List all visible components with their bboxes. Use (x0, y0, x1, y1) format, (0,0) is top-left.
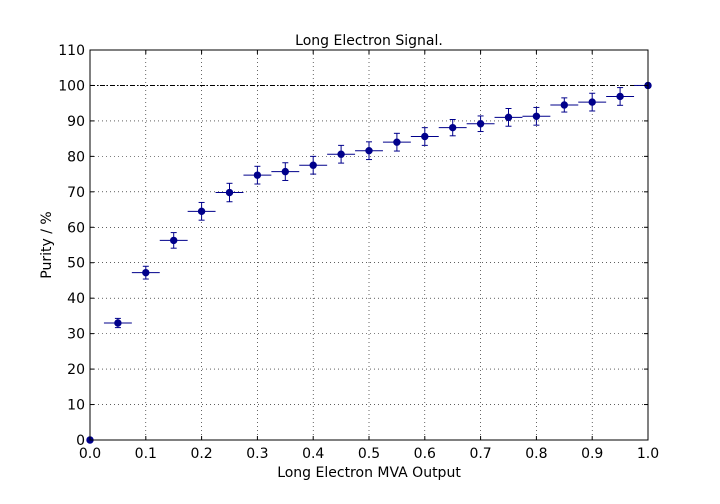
x-tick-label: 0.1 (135, 446, 157, 462)
data-marker (393, 138, 401, 146)
y-tick-label: 80 (67, 149, 85, 165)
data-marker (560, 101, 568, 109)
data-point (438, 118, 467, 137)
data-point (410, 127, 439, 146)
data-point (131, 265, 160, 280)
data-marker (225, 188, 234, 197)
data-point (550, 97, 579, 113)
y-tick-label: 40 (67, 291, 85, 307)
x-tick-label: 0.3 (246, 446, 268, 462)
data-point (159, 232, 188, 249)
data-point (355, 141, 383, 161)
data-point (466, 115, 495, 133)
data-points (86, 81, 652, 444)
data-point (243, 165, 272, 185)
data-marker (588, 98, 596, 106)
x-tick-label: 0.5 (358, 446, 380, 462)
data-point (606, 87, 635, 106)
data-point (382, 132, 411, 152)
data-marker (616, 92, 624, 101)
axis-ticks: 0.0 0.1 0.2 0.3 0.4 0.5 0.6 0.7 0.8 0.9 1.0 0 10 20 30… (58, 43, 659, 462)
y-tick-label: 0 (76, 433, 85, 449)
y-tick-label: 50 (67, 256, 85, 272)
x-tick-label: 0.2 (190, 446, 212, 462)
y-tick-label: 20 (67, 362, 85, 378)
data-marker (449, 123, 457, 132)
data-marker (253, 171, 262, 179)
data-point (578, 92, 607, 112)
x-tick-label: 0.9 (581, 446, 603, 462)
y-tick-label: 100 (58, 78, 85, 94)
data-marker (114, 319, 122, 327)
data-marker (309, 161, 317, 169)
data-marker (170, 236, 178, 245)
data-marker (337, 150, 345, 158)
y-tick-label: 10 (67, 398, 85, 414)
data-marker (532, 112, 541, 121)
data-point (327, 144, 356, 164)
data-marker (421, 132, 429, 141)
y-tick-label: 60 (67, 220, 85, 236)
data-point (299, 155, 328, 175)
x-tick-label: 0.4 (302, 446, 324, 462)
y-tick-label: 70 (67, 185, 85, 201)
data-point (271, 162, 300, 181)
y-tick-label: 90 (67, 114, 85, 130)
x-tick-label: 1.0 (637, 446, 659, 462)
y-tick-label: 110 (58, 43, 85, 59)
x-axis-label: Long Electron MVA Output (277, 465, 461, 481)
data-marker (142, 268, 150, 277)
data-marker (197, 207, 206, 216)
y-tick-label: 30 (67, 327, 85, 343)
data-point (187, 201, 216, 221)
data-point (103, 317, 132, 329)
y-axis-label: Purity / % (39, 211, 55, 278)
x-tick-label: 0.0 (79, 446, 101, 462)
data-marker (281, 167, 289, 176)
data-point (494, 108, 523, 127)
data-marker (476, 120, 485, 128)
x-tick-label: 0.7 (469, 446, 491, 462)
x-tick-label: 0.8 (525, 446, 547, 462)
data-marker (504, 113, 513, 122)
data-marker (365, 146, 373, 155)
x-tick-label: 0.6 (414, 446, 436, 462)
chart-title: Long Electron Signal. (295, 33, 443, 49)
data-point (522, 106, 551, 126)
data-point (215, 182, 244, 203)
